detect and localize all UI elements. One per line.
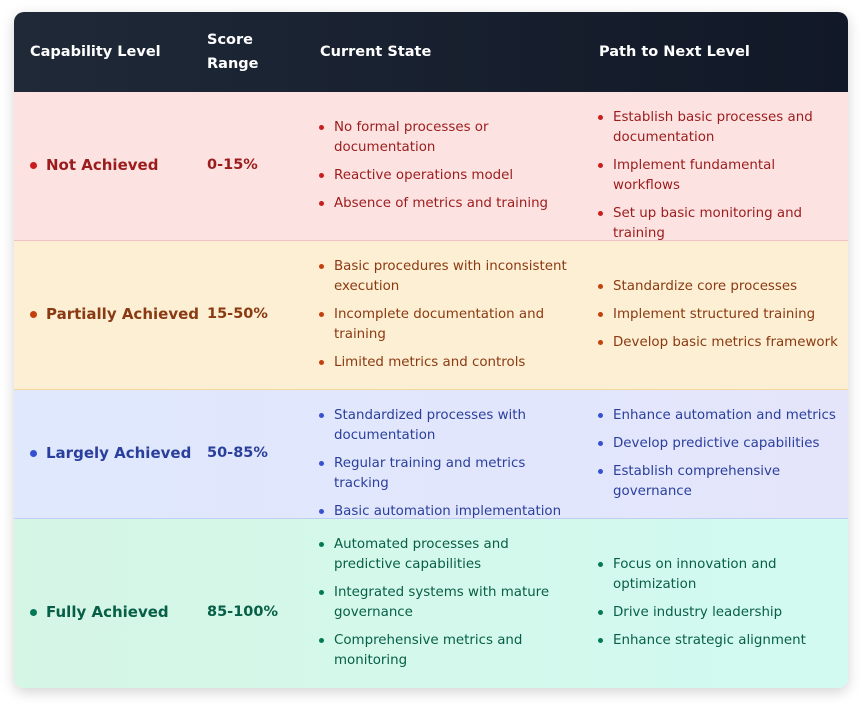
table-row: Partially Achieved 15-50% Basic procedur… — [14, 241, 848, 390]
list-item: Regular training and metrics tracking — [319, 454, 579, 494]
list-item: Comprehensive metrics and monitoring — [319, 631, 579, 671]
header-score-range: Score Range — [207, 28, 259, 76]
bullet-icon — [598, 469, 603, 474]
bullet-icon — [598, 312, 603, 317]
bullet-icon — [319, 413, 324, 418]
list-item: Absence of metrics and training — [319, 194, 579, 214]
bullet-icon — [319, 360, 324, 365]
status-dot-icon — [30, 161, 37, 169]
capability-level-label: Not Achieved — [46, 156, 159, 174]
list-item: Establish basic processes and documentat… — [598, 108, 838, 148]
bullet-icon — [598, 562, 603, 567]
list-item: Standardized processes with documentatio… — [319, 406, 579, 446]
bullet-icon — [319, 542, 324, 547]
list-item: Focus on innovation and optimization — [598, 555, 838, 595]
current-state-list: Automated processes and predictive capab… — [319, 535, 579, 671]
header-path-next-level: Path to Next Level — [599, 44, 750, 60]
capability-level-cell: Not Achieved — [30, 156, 158, 174]
path-next-level-list: Enhance automation and metrics Develop p… — [598, 406, 838, 502]
header-current-state: Current State — [320, 44, 432, 60]
capability-table: Capability Level Score Range Current Sta… — [14, 12, 848, 688]
path-next-level-list: Focus on innovation and optimization Dri… — [598, 555, 838, 651]
bullet-icon — [319, 201, 324, 206]
list-item: Implement structured training — [598, 305, 838, 325]
current-state-list: Basic procedures with inconsistent execu… — [319, 257, 579, 373]
path-next-level-list: Establish basic processes and documentat… — [598, 108, 838, 244]
bullet-icon — [319, 638, 324, 643]
capability-level-label: Partially Achieved — [46, 305, 200, 323]
capability-level-cell: Partially Achieved — [30, 305, 199, 323]
bullet-icon — [319, 173, 324, 178]
bullet-icon — [319, 461, 324, 466]
bullet-icon — [598, 115, 603, 120]
bullet-icon — [319, 509, 324, 514]
table-row: Fully Achieved 85-100% Automated process… — [14, 519, 848, 688]
list-item: Implement fundamental workflows — [598, 156, 838, 196]
bullet-icon — [598, 284, 603, 289]
list-item: Drive industry leadership — [598, 603, 838, 623]
list-item: Develop predictive capabilities — [598, 434, 838, 454]
bullet-icon — [598, 163, 603, 168]
bullet-icon — [319, 264, 324, 269]
list-item: Incomplete documentation and training — [319, 305, 579, 345]
bullet-icon — [319, 590, 324, 595]
bullet-icon — [319, 125, 324, 130]
score-range-cell: 15-50% — [207, 306, 268, 322]
current-state-list: Standardized processes with documentatio… — [319, 406, 579, 522]
list-item: Reactive operations model — [319, 166, 579, 186]
bullet-icon — [319, 312, 324, 317]
status-dot-icon — [30, 449, 37, 457]
capability-level-cell: Fully Achieved — [30, 603, 169, 621]
list-item: Enhance automation and metrics — [598, 406, 838, 426]
bullet-icon — [598, 413, 603, 418]
header-score-line2: Range — [207, 56, 259, 72]
bullet-icon — [598, 610, 603, 615]
score-range-cell: 50-85% — [207, 445, 268, 461]
capability-level-cell: Largely Achieved — [30, 444, 191, 462]
header-capability-level: Capability Level — [30, 44, 161, 60]
bullet-icon — [598, 441, 603, 446]
score-range-cell: 85-100% — [207, 604, 278, 620]
score-range-cell: 0-15% — [207, 157, 258, 173]
list-item: Develop basic metrics framework — [598, 333, 838, 353]
header-score-line1: Score — [207, 32, 253, 48]
bullet-icon — [598, 340, 603, 345]
status-dot-icon — [30, 608, 37, 616]
path-next-level-list: Standardize core processes Implement str… — [598, 277, 838, 353]
current-state-list: No formal processes or documentation Rea… — [319, 118, 579, 214]
list-item: Standardize core processes — [598, 277, 838, 297]
table-header: Capability Level Score Range Current Sta… — [14, 12, 848, 92]
list-item: Set up basic monitoring and training — [598, 204, 838, 244]
bullet-icon — [598, 211, 603, 216]
list-item: Basic procedures with inconsistent execu… — [319, 257, 579, 297]
list-item: Integrated systems with mature governanc… — [319, 583, 579, 623]
list-item: Basic automation implementation — [319, 502, 579, 522]
list-item: Limited metrics and controls — [319, 353, 579, 373]
capability-level-label: Largely Achieved — [46, 444, 192, 462]
list-item: Enhance strategic alignment — [598, 631, 838, 651]
list-item: No formal processes or documentation — [319, 118, 579, 158]
table-row: Largely Achieved 50-85% Standardized pro… — [14, 390, 848, 519]
list-item: Establish comprehensive governance — [598, 462, 838, 502]
bullet-icon — [598, 638, 603, 643]
table-row: Not Achieved 0-15% No formal processes o… — [14, 92, 848, 241]
list-item: Automated processes and predictive capab… — [319, 535, 579, 575]
capability-level-label: Fully Achieved — [46, 603, 169, 621]
status-dot-icon — [30, 310, 37, 318]
